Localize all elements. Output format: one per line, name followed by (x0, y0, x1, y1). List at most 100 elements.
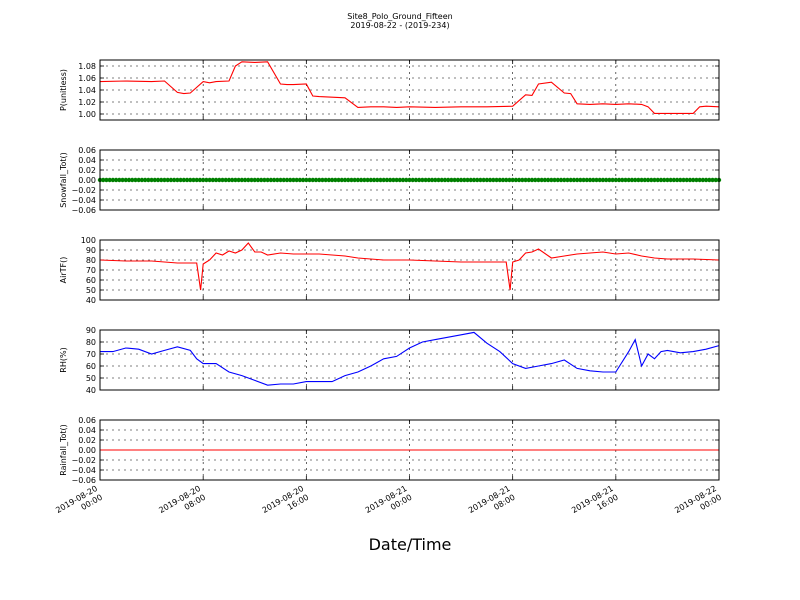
data-point (642, 177, 648, 183)
data-point (484, 177, 490, 183)
data-point (168, 177, 174, 183)
data-point (217, 177, 222, 183)
data-point (336, 177, 341, 183)
y-tick-label: 0.00 (78, 176, 96, 185)
y-axis-label: Rainfall_Tot() (59, 424, 68, 476)
x-tick-label: 2019-08-2016:00 (261, 484, 311, 524)
data-point (265, 177, 270, 183)
data-point (597, 177, 602, 183)
data-point (620, 177, 625, 183)
data-point (684, 177, 689, 183)
data-point (497, 177, 502, 183)
data-point (491, 177, 496, 183)
data-point (146, 177, 151, 183)
data-point (423, 177, 428, 183)
data-point (452, 177, 457, 183)
data-point (159, 177, 164, 183)
data-point (539, 177, 544, 183)
y-tick-label: 70 (86, 350, 96, 359)
data-point (223, 177, 228, 183)
data-point (194, 177, 199, 183)
data-point (429, 177, 435, 183)
data-point (433, 177, 438, 183)
data-point (375, 177, 380, 183)
data-point (236, 177, 241, 183)
data-point (458, 177, 464, 183)
data-point (342, 177, 348, 183)
y-tick-label: 0.04 (78, 426, 96, 435)
data-point (626, 177, 631, 183)
data-point (520, 177, 525, 183)
y-tick-label: 0.02 (78, 166, 96, 175)
data-point (184, 177, 190, 183)
data-point (368, 177, 374, 183)
y-tick-label: 1.08 (78, 62, 96, 71)
data-point (307, 177, 312, 183)
data-point (552, 177, 557, 183)
data-point (107, 177, 112, 183)
data-point (658, 177, 664, 183)
data-point (175, 177, 180, 183)
data-point (246, 177, 251, 183)
data-point (213, 177, 219, 183)
data-point (645, 177, 651, 183)
data-point (207, 177, 212, 183)
data-point (442, 177, 448, 183)
data-point (242, 177, 248, 183)
chart-subtitle: 2019-08-22 - (2019-234) (350, 21, 450, 30)
data-point (117, 177, 122, 183)
x-axis-title: Date/Time (368, 535, 452, 554)
data-point (713, 177, 718, 183)
data-point (326, 177, 332, 183)
data-point (413, 177, 419, 183)
data-point (188, 177, 193, 183)
axes-frame (99, 239, 720, 301)
data-point (142, 177, 148, 183)
y-tick-label: 1.06 (78, 74, 96, 83)
y-tick-label: −0.06 (71, 206, 96, 215)
y-axis-label: P(unitless) (59, 69, 68, 111)
data-point (149, 177, 154, 183)
data-point (358, 177, 364, 183)
data-point (281, 177, 286, 183)
data-point (632, 177, 638, 183)
data-point (481, 177, 486, 183)
data-point (339, 177, 344, 183)
y-tick-label: 0.06 (78, 146, 96, 155)
data-point (329, 177, 335, 183)
data-point (210, 177, 216, 183)
data-point (629, 177, 635, 183)
data-point (284, 177, 290, 183)
data-point (478, 177, 483, 183)
data-point (113, 177, 119, 183)
y-axis-label: AirTF() (59, 257, 68, 284)
data-point (581, 177, 586, 183)
data-point (323, 177, 328, 183)
data-point (610, 177, 615, 183)
series-line (99, 61, 720, 114)
data-point (268, 177, 274, 183)
data-point (258, 177, 264, 183)
data-point (607, 177, 612, 183)
data-point (687, 177, 693, 183)
data-point (652, 177, 657, 183)
data-point (162, 177, 167, 183)
data-point (278, 177, 283, 183)
data-point (549, 177, 554, 183)
data-point (252, 177, 257, 183)
data-point (233, 177, 238, 183)
data-point (317, 177, 322, 183)
data-point (475, 177, 480, 183)
data-point (288, 177, 293, 183)
y-tick-label: 60 (86, 362, 96, 371)
data-point (574, 177, 580, 183)
data-point (707, 177, 712, 183)
data-point (387, 177, 393, 183)
data-point (120, 177, 125, 183)
data-point (465, 177, 470, 183)
data-point (384, 177, 390, 183)
data-point (204, 177, 209, 183)
data-point (616, 177, 622, 183)
data-point (603, 177, 609, 183)
